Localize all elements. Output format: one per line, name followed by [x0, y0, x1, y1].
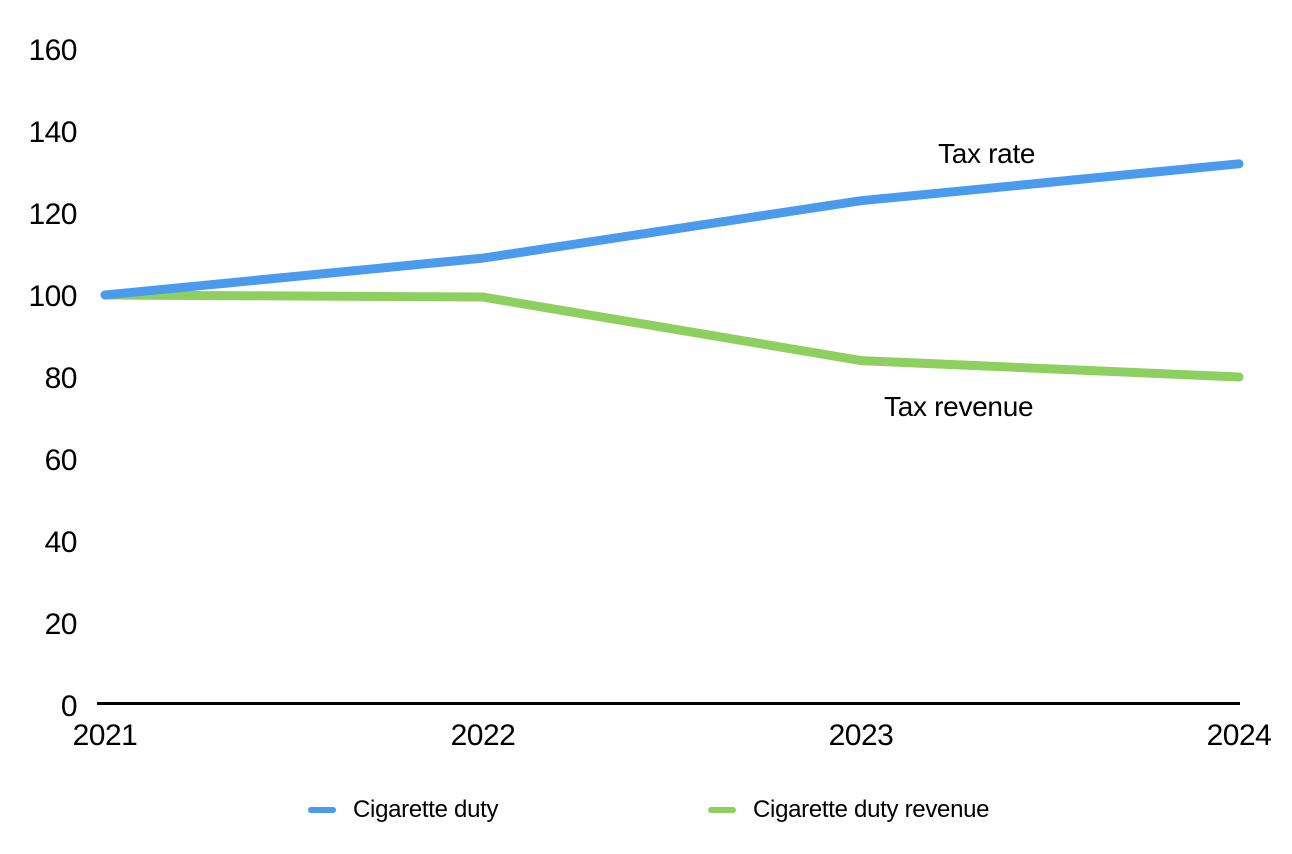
legend-item-cigarette-duty-revenue: Cigarette duty revenue: [708, 796, 990, 824]
y-axis-tick-label: 0: [61, 690, 77, 723]
x-axis-tick-label: 2024: [1207, 719, 1272, 752]
series-line-cigarette-duty: [100, 159, 1244, 300]
x-axis-tick-label: 2023: [829, 719, 894, 752]
annotation-tax-rate: Tax rate: [938, 138, 1036, 169]
y-axis-tick-label: 80: [45, 362, 77, 395]
legend-label-cigarette-duty: Cigarette duty: [353, 796, 499, 823]
legend-swatch-cigarette-duty-icon: [308, 807, 336, 813]
y-axis-tick-label: 100: [28, 280, 77, 313]
y-axis-tick-label: 60: [45, 444, 77, 477]
y-axis-tick-label: 120: [28, 198, 77, 231]
legend-item-cigarette-duty: Cigarette duty: [308, 796, 499, 824]
x-axis-tick-label: 2021: [73, 719, 138, 752]
annotation-tax-revenue: Tax revenue: [884, 391, 1034, 422]
legend-swatch-cigarette-duty-revenue-icon: [708, 807, 736, 813]
y-axis-tick-label: 140: [28, 116, 77, 149]
y-axis-tick-label: 160: [28, 34, 77, 67]
y-axis-tick-label: 20: [45, 608, 77, 641]
legend-label-cigarette-duty-revenue: Cigarette duty revenue: [753, 796, 990, 823]
x-axis-tick-label: 2022: [451, 719, 516, 752]
series-line-cigarette-duty-revenue: [100, 290, 1244, 382]
y-axis-tick-label: 40: [45, 526, 77, 559]
